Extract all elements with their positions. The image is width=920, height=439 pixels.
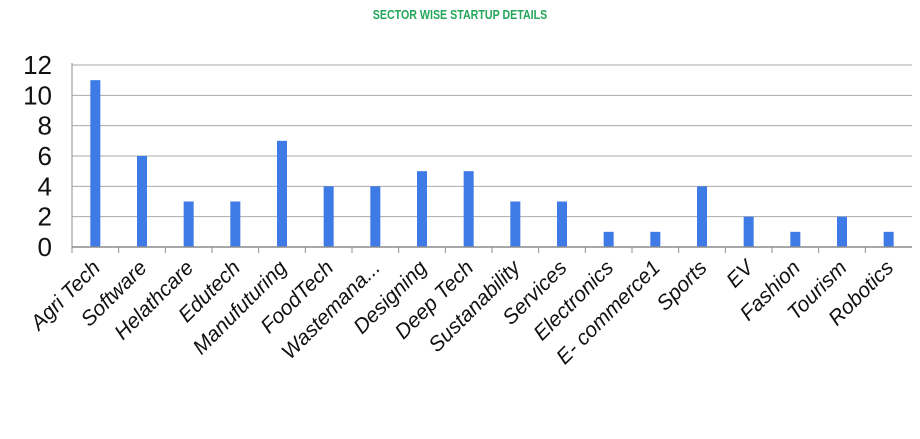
y-tick-label: 4 [38,171,52,201]
bar [417,171,427,247]
y-tick-label: 10 [23,80,52,110]
x-tick-label: EV [722,255,759,292]
bars [90,80,894,248]
bar [697,186,707,247]
y-tick-label: 12 [23,50,52,80]
bar [557,201,567,247]
bar [603,231,614,247]
bar [137,156,147,247]
y-tick-label: 8 [38,111,52,141]
bar [323,186,334,247]
chart-title: SECTOR WISE STARTUP DETAILS [372,7,548,22]
y-tick-label: 6 [38,141,52,171]
bar [510,201,521,247]
bar [883,231,894,247]
y-tick-label: 2 [38,202,52,232]
x-tick-label: Sports [652,256,712,316]
bar [183,201,194,247]
y-tick-label: 0 [38,232,52,262]
bar [837,216,847,247]
axes [71,63,912,253]
bar [90,80,101,248]
bar [277,140,287,247]
bar [790,231,801,247]
bar [230,201,241,247]
bar [743,216,754,247]
gridlines [72,64,912,218]
bar [370,186,381,247]
bar [463,171,474,247]
bar [650,231,661,247]
